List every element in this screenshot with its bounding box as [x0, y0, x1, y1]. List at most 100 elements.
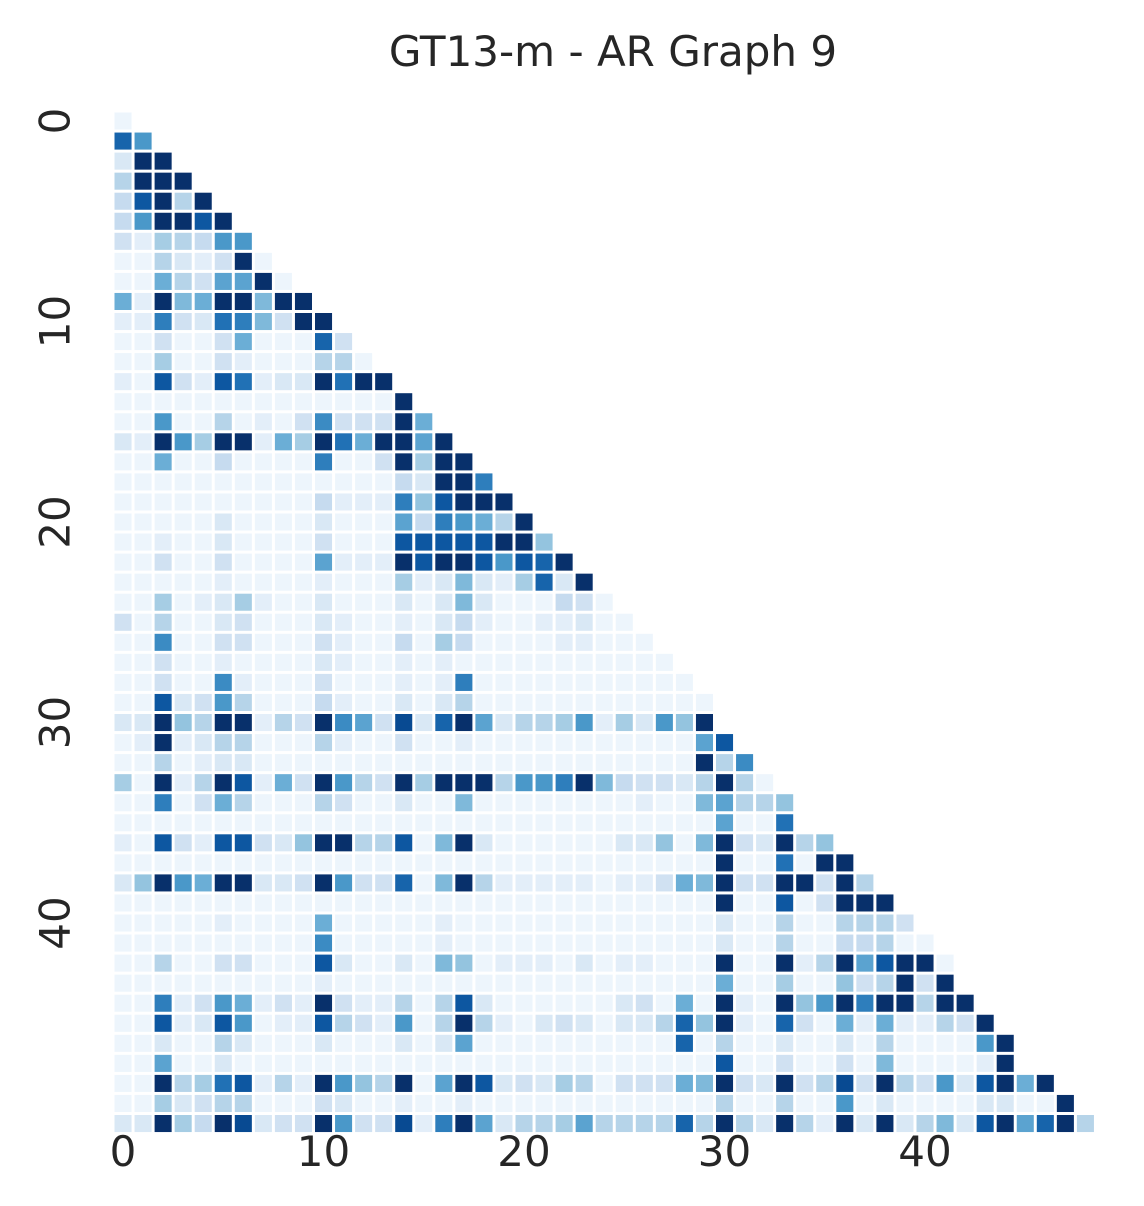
heatmap-cell: [956, 1034, 974, 1052]
heatmap-cell: [916, 1094, 934, 1112]
heatmap-cell: [675, 1034, 693, 1052]
y-axis-ticks: 0 10 20 30 40: [31, 108, 80, 950]
heatmap-cell: [154, 1074, 172, 1092]
heatmap-cell: [1056, 1094, 1074, 1112]
heatmap-cell: [234, 493, 252, 511]
heatmap-cell: [355, 573, 373, 591]
heatmap-cell: [415, 1014, 433, 1032]
heatmap-cell: [154, 373, 172, 391]
heatmap-cell: [535, 533, 553, 551]
heatmap-cell: [435, 1074, 453, 1092]
heatmap-cell: [395, 433, 413, 451]
heatmap-cell: [435, 1094, 453, 1112]
heatmap-cell: [535, 1074, 553, 1092]
heatmap-cell: [495, 834, 513, 852]
heatmap-cell: [615, 754, 633, 772]
heatmap-cell: [555, 934, 573, 952]
heatmap-cell: [355, 553, 373, 571]
heatmap-cell: [595, 653, 613, 671]
heatmap-cell: [214, 433, 232, 451]
heatmap-cell: [315, 754, 333, 772]
heatmap-cell: [274, 693, 292, 711]
heatmap-cell: [375, 493, 393, 511]
heatmap-cell: [675, 894, 693, 912]
heatmap-cell: [395, 553, 413, 571]
heatmap-cell: [214, 974, 232, 992]
heatmap-cell: [335, 714, 353, 732]
heatmap-cell: [475, 974, 493, 992]
heatmap-cell: [655, 934, 673, 952]
heatmap-cell: [254, 593, 272, 611]
heatmap-cell: [114, 212, 132, 230]
heatmap-cell: [475, 1094, 493, 1112]
heatmap-cell: [294, 734, 312, 752]
heatmap-cell: [315, 473, 333, 491]
heatmap-cell: [234, 934, 252, 952]
heatmap-cell: [274, 433, 292, 451]
heatmap-cell: [274, 1014, 292, 1032]
heatmap-cell: [174, 633, 192, 651]
heatmap-cell: [335, 1014, 353, 1032]
heatmap-cell: [756, 954, 774, 972]
heatmap-cell: [936, 1074, 954, 1092]
heatmap-cell: [495, 734, 513, 752]
heatmap-cell: [916, 994, 934, 1012]
heatmap-cell: [916, 1014, 934, 1032]
heatmap-cell: [475, 774, 493, 792]
heatmap-cell: [615, 613, 633, 631]
heatmap-cell: [114, 272, 132, 290]
heatmap-cell: [375, 814, 393, 832]
heatmap-cell: [174, 974, 192, 992]
heatmap-cell: [134, 252, 152, 270]
heatmap-cell: [294, 593, 312, 611]
heatmap-cell: [194, 493, 212, 511]
heatmap-cell: [996, 1074, 1014, 1092]
heatmap-cell: [455, 834, 473, 852]
heatmap-cell: [375, 573, 393, 591]
heatmap-cell: [134, 453, 152, 471]
heatmap-cell: [214, 734, 232, 752]
heatmap-cell: [294, 1054, 312, 1072]
heatmap-cell: [515, 854, 533, 872]
heatmap-cell: [274, 914, 292, 932]
heatmap-cell: [234, 814, 252, 832]
x-tick-label: 10: [297, 1127, 350, 1176]
heatmap-cell: [555, 754, 573, 772]
heatmap-cell: [695, 693, 713, 711]
heatmap-cell: [154, 1094, 172, 1112]
heatmap-cell: [655, 1115, 673, 1133]
heatmap-cell: [114, 393, 132, 411]
heatmap-cell: [335, 673, 353, 691]
heatmap-cell: [214, 593, 232, 611]
heatmap-cell: [335, 353, 353, 371]
heatmap-cell: [315, 994, 333, 1012]
heatmap-cell: [455, 673, 473, 691]
heatmap-cell: [154, 413, 172, 431]
heatmap-cell: [716, 954, 734, 972]
y-tick-label: 40: [31, 896, 80, 949]
heatmap-cell: [194, 212, 212, 230]
heatmap-cell: [134, 1094, 152, 1112]
heatmap-cell: [415, 593, 433, 611]
heatmap-cell: [274, 854, 292, 872]
heatmap-cell: [234, 533, 252, 551]
heatmap-cell: [315, 1115, 333, 1133]
heatmap-cell: [475, 493, 493, 511]
heatmap-cell: [114, 613, 132, 631]
heatmap-cell: [415, 473, 433, 491]
heatmap-cell: [836, 994, 854, 1012]
heatmap-cell: [535, 573, 553, 591]
heatmap-cell: [495, 934, 513, 952]
heatmap-cell: [475, 734, 493, 752]
heatmap-cell: [234, 1054, 252, 1072]
heatmap-cell: [294, 533, 312, 551]
heatmap-cell: [716, 1115, 734, 1133]
heatmap-cell: [174, 292, 192, 310]
heatmap-cell: [555, 894, 573, 912]
heatmap-cell: [254, 1054, 272, 1072]
heatmap-cell: [315, 1014, 333, 1032]
heatmap-cell: [254, 353, 272, 371]
heatmap-cell: [375, 854, 393, 872]
heatmap-cell: [114, 974, 132, 992]
heatmap-cell: [254, 1014, 272, 1032]
